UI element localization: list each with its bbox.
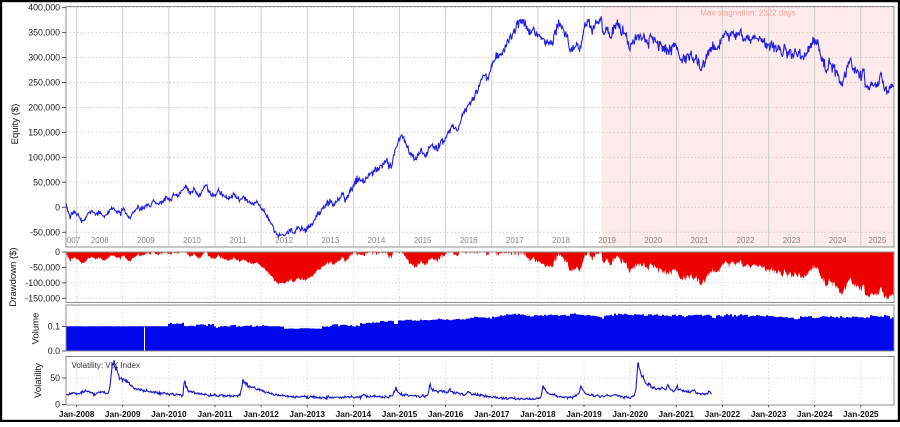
svg-text:2020: 2020 bbox=[644, 236, 662, 245]
svg-text:Jan-2015: Jan-2015 bbox=[382, 409, 418, 419]
svg-text:Jan-2018: Jan-2018 bbox=[520, 409, 556, 419]
svg-text:0.0: 0.0 bbox=[48, 346, 60, 356]
svg-text:Jan-2017: Jan-2017 bbox=[474, 409, 510, 419]
svg-text:Jan-2016: Jan-2016 bbox=[428, 409, 464, 419]
svg-text:0.1: 0.1 bbox=[48, 322, 60, 332]
svg-text:2018: 2018 bbox=[552, 236, 570, 245]
svg-text:Jan-2009: Jan-2009 bbox=[105, 409, 141, 419]
svg-text:100,000: 100,000 bbox=[28, 152, 60, 162]
svg-text:2013: 2013 bbox=[321, 236, 339, 245]
svg-text:2015: 2015 bbox=[414, 236, 432, 245]
svg-text:150,000: 150,000 bbox=[28, 127, 60, 137]
svg-text:-50,000: -50,000 bbox=[30, 262, 60, 272]
svg-text:Volume: Volume bbox=[31, 313, 42, 345]
svg-text:Max stagnation: 2322 days: Max stagnation: 2322 days bbox=[700, 9, 796, 18]
svg-text:Jan-2010: Jan-2010 bbox=[151, 409, 187, 419]
svg-text:2019: 2019 bbox=[598, 236, 616, 245]
svg-text:Jan-2012: Jan-2012 bbox=[243, 409, 279, 419]
svg-text:200,000: 200,000 bbox=[28, 103, 60, 113]
svg-text:Equity ($): Equity ($) bbox=[10, 104, 21, 145]
svg-text:2008: 2008 bbox=[91, 236, 109, 245]
svg-text:Drawdown ($): Drawdown ($) bbox=[8, 247, 19, 306]
svg-text:2022: 2022 bbox=[737, 236, 755, 245]
svg-text:-100,000: -100,000 bbox=[25, 278, 60, 288]
svg-text:Jan-2024: Jan-2024 bbox=[797, 409, 833, 419]
svg-text:2014: 2014 bbox=[368, 236, 386, 245]
svg-text:50,000: 50,000 bbox=[33, 177, 60, 187]
svg-text:250,000: 250,000 bbox=[28, 78, 60, 88]
svg-text:-50,000: -50,000 bbox=[30, 227, 60, 237]
svg-text:2007: 2007 bbox=[62, 236, 80, 245]
svg-text:2017: 2017 bbox=[506, 236, 524, 245]
svg-text:2012: 2012 bbox=[275, 236, 293, 245]
svg-text:0: 0 bbox=[55, 247, 60, 257]
svg-text:Jan-2023: Jan-2023 bbox=[751, 409, 787, 419]
svg-text:2025: 2025 bbox=[869, 236, 887, 245]
svg-text:-150,000: -150,000 bbox=[25, 293, 60, 303]
svg-text:Volatility: Volatility bbox=[33, 363, 44, 398]
svg-text:350,000: 350,000 bbox=[28, 28, 60, 38]
svg-text:2016: 2016 bbox=[460, 236, 478, 245]
svg-text:Jan-2020: Jan-2020 bbox=[612, 409, 648, 419]
svg-text:300,000: 300,000 bbox=[28, 53, 60, 63]
svg-text:2024: 2024 bbox=[829, 236, 847, 245]
svg-text:Jan-2025: Jan-2025 bbox=[843, 409, 879, 419]
svg-text:50: 50 bbox=[50, 373, 60, 383]
svg-text:Jan-2008: Jan-2008 bbox=[59, 409, 95, 419]
svg-text:2010: 2010 bbox=[183, 236, 201, 245]
svg-text:Jan-2014: Jan-2014 bbox=[336, 409, 372, 419]
svg-text:0: 0 bbox=[55, 400, 60, 410]
svg-text:Volatility: VIX Index: Volatility: VIX Index bbox=[72, 361, 140, 370]
svg-text:Jan-2011: Jan-2011 bbox=[197, 409, 232, 419]
svg-text:2023: 2023 bbox=[783, 236, 801, 245]
svg-text:Jan-2019: Jan-2019 bbox=[566, 409, 602, 419]
svg-text:Jan-2013: Jan-2013 bbox=[289, 409, 325, 419]
svg-text:Jan-2021: Jan-2021 bbox=[659, 409, 695, 419]
svg-text:2021: 2021 bbox=[691, 236, 709, 245]
svg-text:Jan-2022: Jan-2022 bbox=[705, 409, 741, 419]
svg-text:0: 0 bbox=[55, 202, 60, 212]
svg-text:400,000: 400,000 bbox=[28, 3, 60, 13]
svg-text:2009: 2009 bbox=[137, 236, 155, 245]
svg-text:2011: 2011 bbox=[229, 236, 247, 245]
